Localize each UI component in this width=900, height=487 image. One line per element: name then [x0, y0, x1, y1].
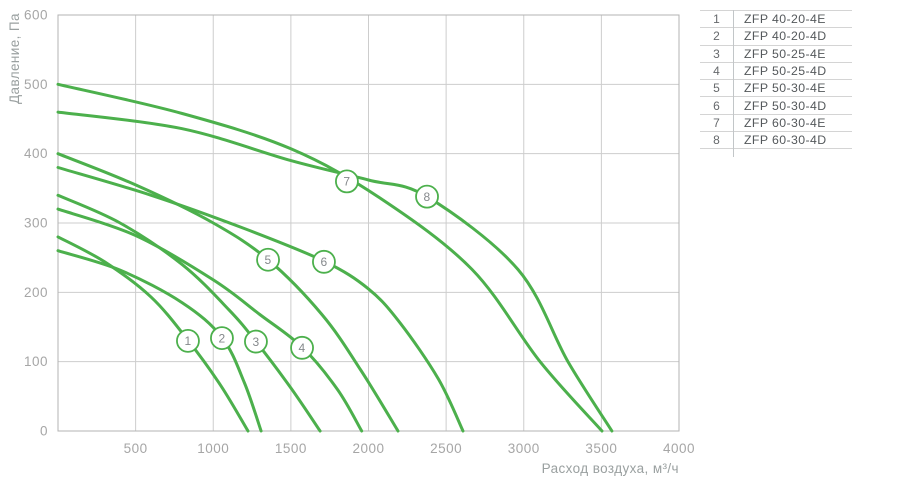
legend-row-model: ZFP 50-25-4D [744, 64, 827, 79]
curve-badge-label-3: 3 [252, 335, 259, 349]
curve-badge-label-5: 5 [265, 253, 272, 267]
legend-row-1: 1 ZFP 40-20-4E [700, 10, 852, 27]
x-tick-1000: 1000 [197, 441, 229, 456]
legend-row-number: 8 [713, 133, 720, 148]
y-tick-500: 500 [24, 77, 48, 92]
legend-row-7: 7 ZFP 60-30-4E [700, 113, 852, 131]
legend-row-4: 4 ZFP 50-25-4D [700, 61, 852, 79]
curve-badge-8 [415, 184, 439, 209]
y-tick-0: 0 [40, 424, 48, 439]
legend-row-model: ZFP 40-20-4D [744, 29, 827, 44]
x-tick-3500: 3500 [585, 441, 617, 456]
legend-row-model: ZFP 60-30-4E [744, 115, 826, 130]
curve-3 [56, 193, 322, 433]
legend-row-number: 5 [713, 81, 720, 96]
legend-row-model: ZFP 50-30-4D [744, 98, 827, 113]
curve-badges: 1 2 3 4 5 6 7 8 [176, 169, 439, 360]
curve-badge-4 [290, 335, 314, 360]
curve-7 [56, 82, 604, 433]
curve-badge-label-1: 1 [184, 334, 191, 348]
legend-row-model: ZFP 40-20-4E [744, 12, 826, 27]
axis-tick-labels: 0 100 200 300 400 500 600 500 1000 1500 2000 2500 30… [24, 8, 695, 457]
legend-row-8: 8 ZFP 60-30-4D [700, 131, 852, 148]
y-tick-300: 300 [24, 216, 48, 231]
x-tick-2000: 2000 [352, 441, 384, 456]
legend-row-number: 4 [713, 64, 720, 79]
y-tick-100: 100 [24, 354, 48, 369]
curve-badge-label-4: 4 [299, 341, 306, 355]
y-tick-200: 200 [24, 285, 48, 300]
curve-6 [56, 166, 465, 433]
legend-row-6: 6 ZFP 50-30-4D [700, 96, 852, 113]
curve-badge-6 [312, 249, 336, 274]
x-tick-500: 500 [124, 441, 148, 456]
curve-badge-2 [210, 326, 234, 350]
legend-row-3: 3 ZFP 50-25-4E [700, 44, 852, 62]
curve-badge-label-6: 6 [320, 255, 327, 269]
x-tick-1500: 1500 [275, 441, 307, 456]
curve-badge-1 [176, 328, 200, 353]
legend-table: 1 ZFP 40-20-4E 2 ZFP 40-20-4D 3 ZFP 50-25-4E 4… [700, 10, 852, 157]
legend-divider-line [733, 10, 734, 157]
curve-badge-3 [244, 329, 268, 354]
curve-badge-5 [256, 247, 280, 272]
curve-8 [56, 110, 614, 433]
curve-2 [56, 249, 263, 433]
x-axis-title: Расход воздуха, м³/ч [542, 461, 679, 476]
y-axis-title: Давление, Па [7, 13, 22, 104]
y-tick-600: 600 [24, 8, 48, 23]
curve-badge-label-7: 7 [343, 175, 350, 189]
legend-row-number: 2 [713, 29, 720, 44]
legend-row-model: ZFP 50-30-4E [744, 81, 826, 96]
legend-row-model: ZFP 60-30-4D [744, 133, 827, 148]
fan-curves [56, 82, 614, 433]
curve-badge-7 [335, 169, 359, 194]
legend-row-2: 2 ZFP 40-20-4D [700, 27, 852, 44]
legend-row-5: 5 ZFP 50-30-4E [700, 79, 852, 96]
x-tick-3000: 3000 [508, 441, 540, 456]
curve-badge-label-2: 2 [218, 331, 225, 345]
curve-1 [56, 235, 250, 433]
legend-row-number: 3 [713, 46, 720, 61]
legend-row-number: 1 [713, 12, 720, 27]
legend-row-number: 6 [713, 98, 720, 113]
curve-badge-label-8: 8 [424, 190, 431, 204]
x-tick-4000: 4000 [663, 441, 695, 456]
legend-row-model: ZFP 50-25-4E [744, 46, 826, 61]
fan-curves-chart: 1 2 3 4 5 6 7 8 0 100 200 300 400 500 600 500 1000 1500 2… [7, 8, 695, 477]
x-tick-2500: 2500 [430, 441, 462, 456]
curve-4 [56, 207, 364, 433]
plot-border [57, 14, 680, 432]
gridlines [58, 15, 679, 431]
y-tick-400: 400 [24, 146, 48, 161]
legend-row-number: 7 [713, 115, 720, 130]
